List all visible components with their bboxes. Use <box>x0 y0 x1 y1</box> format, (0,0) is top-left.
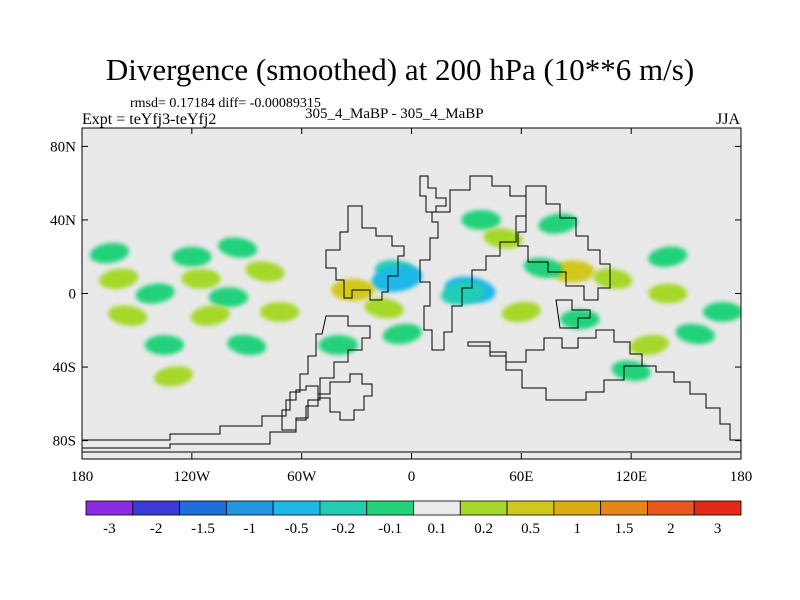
colorbar-label: -1 <box>244 521 257 537</box>
y-tick-label: 40N <box>50 213 76 229</box>
coastline-asia <box>517 185 611 301</box>
rmsd-diff-label: rmsd= 0.17184 diff= -0.00089315 <box>130 96 321 111</box>
field-feature <box>382 323 422 345</box>
field-feature <box>318 335 359 355</box>
y-tick-label: 80N <box>50 139 76 155</box>
field-feature <box>190 305 230 326</box>
field-feature <box>550 260 595 283</box>
colorbar-swatch <box>459 500 508 516</box>
field-feature <box>217 237 258 258</box>
colorbar-swatch <box>132 500 180 516</box>
field-feature <box>629 334 670 356</box>
colorbar-swatch <box>647 500 695 516</box>
coastline-north-america <box>325 205 405 301</box>
field-feature <box>89 242 130 264</box>
colorbar-swatch <box>366 500 414 516</box>
field-feature <box>208 287 249 308</box>
field-feature <box>483 228 523 249</box>
field-feature <box>172 246 212 267</box>
field-feature <box>259 301 300 322</box>
field-feature <box>440 282 485 305</box>
colorbar: -3 -2 -1.5 -1 -0.5 -0.2 -0.1 0.1 0.2 0.5 1 1.5 2 3 <box>85 500 742 537</box>
season-label: JJA <box>716 111 741 128</box>
colorbar-label: -3 <box>103 521 116 537</box>
colorbar-label: -1.5 <box>191 521 215 537</box>
colorbar-label: 0.1 <box>428 521 447 537</box>
colorbar-swatch <box>319 500 368 516</box>
coastline-africa-europe <box>419 175 527 351</box>
x-tick-label: 0 <box>408 469 416 485</box>
colorbar-swatch <box>272 500 321 516</box>
chart-title: Divergence (smoothed) at 200 hPa (10**6 … <box>105 52 695 87</box>
coastline-australia <box>467 329 643 401</box>
coastline-antarctica <box>82 365 741 453</box>
colorbar-swatch <box>225 500 274 516</box>
colorbar-label: -0.5 <box>285 521 309 537</box>
experiment-label: Expt = teYfj3-teYfj2 <box>82 111 217 128</box>
field-feature <box>108 305 148 326</box>
y-tick-label: 0 <box>69 287 77 303</box>
y-tick-label: 80S <box>53 434 76 450</box>
colorbar-label: 1 <box>574 521 582 537</box>
x-tick-label: 60W <box>287 469 317 485</box>
run-comparison-label: 305_4_MaBP - 305_4_MaBP <box>305 106 484 122</box>
x-tick-label: 60E <box>509 469 533 485</box>
colorbar-swatch <box>693 500 742 516</box>
field-feature <box>648 246 688 267</box>
x-tick-label: 180 <box>71 469 94 485</box>
colorbar-label: 3 <box>714 521 722 537</box>
coastline-south-america <box>281 315 371 431</box>
colorbar-label: -2 <box>150 521 163 537</box>
colorbar-swatch <box>600 500 648 516</box>
field-feature <box>702 301 741 322</box>
coastlines <box>82 175 741 453</box>
plot-background <box>82 128 741 459</box>
colorbar-swatch <box>85 500 134 516</box>
colorbar-swatch <box>506 500 555 516</box>
colorbar-swatch <box>179 500 227 516</box>
colorbar-label: 1.5 <box>615 521 634 537</box>
colorbar-label: 2 <box>667 521 675 537</box>
field-feature <box>364 298 404 319</box>
field-feature <box>245 261 285 282</box>
colorbar-label: 0.5 <box>521 521 540 537</box>
x-axis: 180 120W 60W 0 60E 120E 180 <box>71 128 753 485</box>
colorbar-swatch <box>553 500 602 516</box>
field-feature <box>648 283 688 304</box>
y-tick-label: 40S <box>53 360 76 376</box>
field-feature <box>560 309 600 330</box>
field-feature <box>371 265 423 293</box>
field-feature <box>181 268 221 289</box>
field-feature <box>144 335 185 355</box>
coastline-greenland <box>419 175 447 213</box>
x-tick-label: 120E <box>615 469 647 485</box>
field-feature <box>227 334 267 356</box>
colorbar-label: 0.2 <box>474 521 493 537</box>
field-feature <box>501 301 541 323</box>
field-feature <box>461 210 501 230</box>
field-feature <box>153 366 194 387</box>
field-feature <box>593 268 633 289</box>
x-tick-label: 120W <box>173 469 211 485</box>
coastline-southeast-asia <box>555 299 591 329</box>
field-feature <box>675 323 715 345</box>
colorbar-swatch <box>413 500 461 516</box>
colorbar-label: -0.1 <box>378 521 402 537</box>
field-feature <box>523 257 563 278</box>
colorbar-label: -0.2 <box>331 521 355 537</box>
y-axis: 80N 40N 0 40S 80S <box>50 139 741 450</box>
x-tick-label: 180 <box>730 469 753 485</box>
divergence-field <box>89 210 741 387</box>
field-feature <box>135 283 175 304</box>
field-feature <box>98 268 139 289</box>
field-feature <box>538 213 578 234</box>
